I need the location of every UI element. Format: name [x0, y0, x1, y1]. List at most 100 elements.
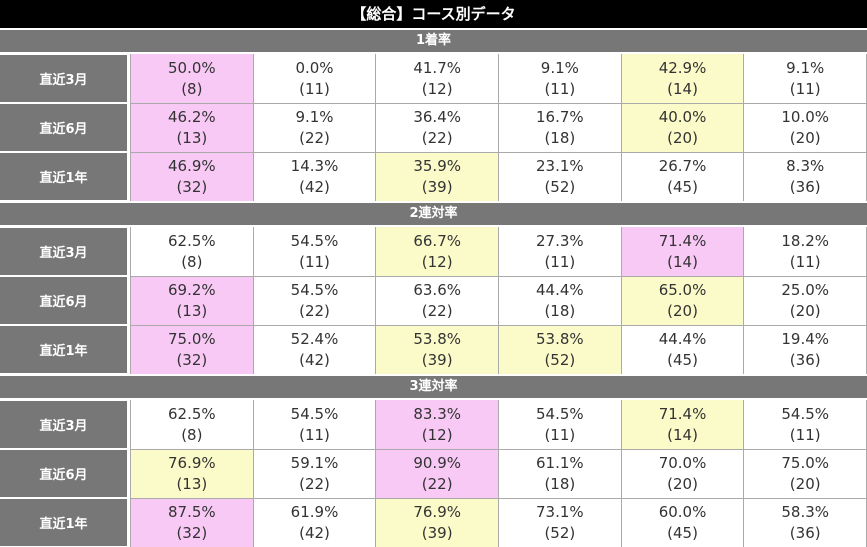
table-row: 直近1年 75.0% (32) 52.4% (42) 53.8% (39) 53.8%…	[0, 325, 867, 374]
sample-count: (36)	[789, 351, 821, 369]
sample-count: (20)	[789, 129, 821, 147]
table-row: 直近3月 62.5% (8) 54.5% (11) 66.7% (12) 27.3% (…	[0, 227, 867, 276]
sample-count: (11)	[299, 252, 330, 271]
rate-value: 62.5%	[168, 231, 216, 250]
sample-count: (39)	[421, 524, 453, 542]
rate-value: 54.5%	[290, 281, 339, 299]
rate-value: 9.1%	[786, 58, 825, 77]
sample-count: (22)	[299, 129, 330, 147]
data-cell: 0.0% (11)	[252, 54, 376, 103]
rate-value: 60.0%	[658, 503, 707, 521]
row-label: 直近1年	[0, 326, 127, 373]
rate-value: 44.4%	[536, 281, 584, 299]
row-cells: 76.9% (13) 59.1% (22) 90.9% (22) 61.1% (18) …	[130, 449, 867, 498]
sample-count: (20)	[667, 475, 698, 493]
rate-value: 75.0%	[168, 330, 216, 348]
data-cell: 44.4% (45)	[620, 326, 744, 374]
data-cell: 16.7% (18)	[498, 104, 621, 152]
rate-value: 18.2%	[781, 231, 830, 250]
row-label: 直近3月	[0, 55, 127, 102]
data-cell: 90.9% (22)	[375, 450, 499, 498]
rate-value: 19.4%	[781, 330, 830, 348]
rate-value: 9.1%	[540, 58, 579, 77]
row-cells: 87.5% (32) 61.9% (42) 76.9% (39) 73.1% (52) …	[130, 498, 867, 547]
rate-value: 14.3%	[290, 157, 339, 175]
rate-value: 41.7%	[413, 58, 461, 77]
sample-count: (52)	[544, 178, 576, 196]
sample-count: (12)	[421, 425, 453, 444]
sample-count: (14)	[667, 252, 698, 271]
data-cell: 27.3% (11)	[498, 227, 621, 276]
data-cell: 58.3% (36)	[743, 499, 867, 547]
data-cell: 50.0% (8)	[131, 54, 253, 103]
sample-count: (45)	[667, 178, 698, 196]
data-cell: 66.7% (12)	[375, 227, 499, 276]
data-cell: 53.8% (39)	[375, 326, 499, 374]
data-cell: 76.9% (39)	[375, 499, 499, 547]
sample-count: (22)	[421, 129, 453, 147]
row-label: 直近3月	[0, 228, 127, 275]
row-cells: 46.2% (13) 9.1% (22) 36.4% (22) 16.7% (18) 4…	[130, 103, 867, 152]
rate-value: 35.9%	[413, 157, 461, 175]
row-label: 直近1年	[0, 153, 127, 200]
data-cell: 63.6% (22)	[375, 277, 499, 325]
table-row: 直近3月 50.0% (8) 0.0% (11) 41.7% (12) 9.1% (11…	[0, 54, 867, 103]
data-cell: 75.0% (32)	[131, 326, 253, 374]
rate-value: 70.0%	[658, 454, 707, 472]
sample-count: (11)	[299, 425, 330, 444]
data-cell: 19.4% (36)	[743, 326, 867, 374]
page-title: 【総合】コース別データ	[0, 0, 867, 28]
data-cell: 62.5% (8)	[131, 227, 253, 276]
data-cell: 23.1% (52)	[498, 153, 621, 201]
sample-count: (11)	[544, 79, 576, 98]
data-cell: 40.0% (20)	[620, 104, 744, 152]
sample-count: (45)	[667, 351, 698, 369]
section-title: 2連対率	[0, 203, 867, 225]
sample-count: (45)	[667, 524, 698, 542]
rate-value: 40.0%	[658, 108, 707, 126]
sample-count: (20)	[789, 302, 821, 320]
sample-count: (13)	[176, 475, 208, 493]
rate-value: 10.0%	[781, 108, 830, 126]
rate-value: 44.4%	[658, 330, 707, 348]
rate-value: 66.7%	[413, 231, 461, 250]
data-cell: 70.0% (20)	[620, 450, 744, 498]
rate-value: 63.6%	[413, 281, 461, 299]
data-cell: 62.5% (8)	[131, 400, 253, 449]
data-cell: 9.1% (11)	[498, 54, 621, 103]
row-cells: 75.0% (32) 52.4% (42) 53.8% (39) 53.8% (52) …	[130, 325, 867, 374]
row-cells: 46.9% (32) 14.3% (42) 35.9% (39) 23.1% (52) …	[130, 152, 867, 201]
sample-count: (11)	[789, 79, 821, 98]
sample-count: (22)	[299, 475, 330, 493]
data-cell: 26.7% (45)	[620, 153, 744, 201]
sample-count: (12)	[421, 79, 453, 98]
sample-count: (32)	[176, 351, 208, 369]
data-cell: 9.1% (22)	[252, 104, 376, 152]
data-cell: 61.9% (42)	[252, 499, 376, 547]
table-row: 直近3月 62.5% (8) 54.5% (11) 83.3% (12) 54.5% (…	[0, 400, 867, 449]
rate-value: 42.9%	[658, 58, 707, 77]
row-cells: 62.5% (8) 54.5% (11) 66.7% (12) 27.3% (11) 7…	[130, 227, 867, 276]
sample-count: (42)	[299, 351, 330, 369]
data-cell: 54.5% (11)	[252, 400, 376, 449]
data-cell: 36.4% (22)	[375, 104, 499, 152]
data-cell: 76.9% (13)	[131, 450, 253, 498]
data-cell: 87.5% (32)	[131, 499, 253, 547]
data-cell: 71.4% (14)	[620, 400, 744, 449]
sample-count: (18)	[544, 475, 576, 493]
data-cell: 71.4% (14)	[620, 227, 744, 276]
rate-value: 27.3%	[536, 231, 584, 250]
row-cells: 62.5% (8) 54.5% (11) 83.3% (12) 54.5% (11) 7…	[130, 400, 867, 449]
sample-count: (36)	[789, 524, 821, 542]
sample-count: (20)	[667, 302, 698, 320]
rate-value: 26.7%	[658, 157, 707, 175]
sample-count: (8)	[181, 425, 203, 444]
sample-count: (52)	[544, 524, 576, 542]
data-cell: 42.9% (14)	[620, 54, 744, 103]
rate-value: 54.5%	[290, 404, 339, 423]
data-cell: 54.5% (22)	[252, 277, 376, 325]
sample-count: (11)	[299, 79, 330, 98]
section-top3-rate: 3連対率 直近3月 62.5% (8) 54.5% (11) 83.3% (12) 5…	[0, 376, 867, 547]
section-top2-rate: 2連対率 直近3月 62.5% (8) 54.5% (11) 66.7% (12) 2…	[0, 203, 867, 374]
sample-count: (42)	[299, 524, 330, 542]
